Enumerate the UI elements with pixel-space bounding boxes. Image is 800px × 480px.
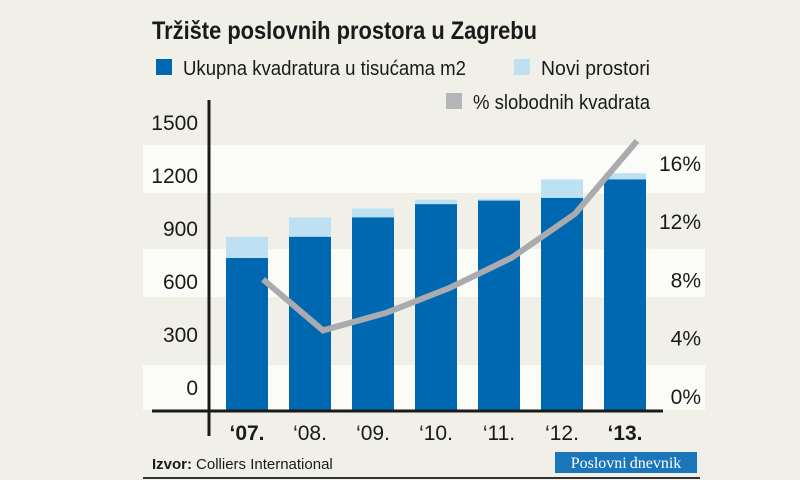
x-tick-label: ‘10. <box>419 422 453 445</box>
bar-total-6 <box>604 179 646 410</box>
chart-title: Tržište poslovnih prostora u Zagrebu <box>152 17 537 45</box>
logo-word-1: Poslovni <box>571 455 628 472</box>
bar-total-1 <box>289 236 331 410</box>
source-label: Izvor: <box>152 456 192 473</box>
bar-total-0 <box>226 258 268 410</box>
bar-new-5 <box>541 179 583 198</box>
bar-new-0 <box>226 236 268 259</box>
x-tick-label: ‘09. <box>356 422 390 445</box>
left-tick-label: 1500 <box>151 112 198 135</box>
right-tick-label: 8% <box>671 269 701 292</box>
logo-word-2: dnevnik <box>630 455 682 472</box>
x-tick-label: ‘13. <box>607 422 642 445</box>
bar-total-3 <box>415 204 457 410</box>
right-tick-label: 12% <box>659 211 701 234</box>
x-tick-label: ‘07. <box>229 422 264 445</box>
source: Izvor: Colliers International <box>152 456 333 473</box>
x-axis-ticks: ‘07. ‘08. ‘09. ‘10. ‘11. ‘12. ‘13. <box>229 422 642 445</box>
legend-swatch-vacancy <box>446 93 462 109</box>
left-tick-label: 900 <box>163 218 198 241</box>
source-value: Colliers International <box>196 456 333 473</box>
left-tick-label: 1200 <box>151 165 198 188</box>
legend-label-total: Ukupna kvadratura u tisućama m2 <box>183 58 466 80</box>
vacancy-line <box>261 138 640 334</box>
bar-new-3 <box>415 199 457 205</box>
legend-swatch-total <box>156 59 172 75</box>
right-tick-label: 4% <box>671 328 701 351</box>
right-axis-ticks: 0% 4% 8% 12% 16% <box>659 153 701 409</box>
bars <box>226 173 646 410</box>
legend: Ukupna kvadratura u tisućama m2 Novi pro… <box>156 58 651 114</box>
bar-total-4 <box>478 200 520 410</box>
logo <box>555 452 697 473</box>
left-tick-label: 0 <box>186 377 198 400</box>
bar-new-6 <box>604 173 646 180</box>
left-tick-label: 300 <box>163 324 198 347</box>
left-tick-label: 600 <box>163 271 198 294</box>
bar-new-4 <box>478 198 520 201</box>
left-axis-ticks: 0 300 600 900 1200 1500 <box>151 112 198 400</box>
right-tick-label: 0% <box>671 386 701 409</box>
legend-label-new: Novi prostori <box>541 58 650 80</box>
x-tick-label: ‘08. <box>293 422 327 445</box>
x-tick-label: ‘11. <box>483 422 515 445</box>
logo-text: Poslovni dnevnik <box>571 455 682 472</box>
legend-label-vacancy: % slobodnih kvadrata <box>473 92 651 114</box>
bar-new-2 <box>352 208 394 218</box>
x-tick-label: ‘12. <box>545 422 579 445</box>
bar-new-1 <box>289 217 331 237</box>
legend-swatch-new <box>514 59 530 75</box>
right-tick-label: 16% <box>659 153 701 176</box>
